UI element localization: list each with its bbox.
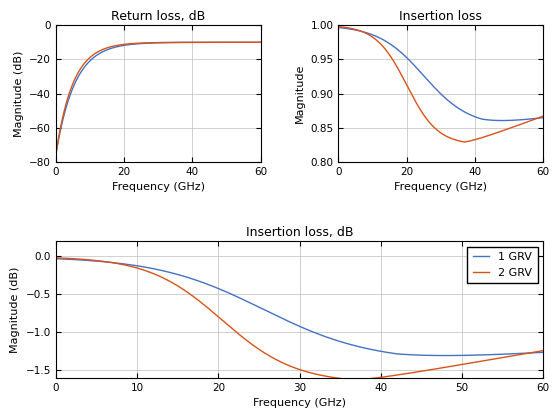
Line: 1 GRV: 1 GRV: [56, 259, 543, 356]
2 GRV: [473, 360, 479, 365]
2 GRV: [53, 255, 59, 260]
2 GRV: [82, 257, 89, 262]
1 GRV: [348, 342, 355, 347]
Line: 2 GRV: 2 GRV: [56, 258, 543, 380]
1 GRV: [442, 353, 449, 358]
1 GRV: [473, 352, 479, 357]
1 GRV: [335, 339, 342, 344]
1 GRV: [422, 353, 429, 358]
X-axis label: Frequency (GHz): Frequency (GHz): [253, 399, 346, 408]
Legend: 1 GRV, 2 GRV: 1 GRV, 2 GRV: [467, 247, 538, 284]
Title: Return loss, dB: Return loss, dB: [111, 10, 206, 23]
1 GRV: [53, 256, 59, 261]
1 GRV: [540, 350, 547, 355]
2 GRV: [353, 378, 360, 383]
2 GRV: [363, 376, 370, 381]
X-axis label: Frequency (GHz): Frequency (GHz): [394, 182, 487, 192]
Y-axis label: Magnitude: Magnitude: [295, 64, 305, 123]
X-axis label: Frequency (GHz): Frequency (GHz): [112, 182, 205, 192]
Y-axis label: Magnitude (dB): Magnitude (dB): [10, 266, 20, 353]
2 GRV: [335, 376, 342, 381]
Title: Insertion loss, dB: Insertion loss, dB: [246, 226, 353, 239]
Title: Insertion loss: Insertion loss: [399, 10, 482, 23]
1 GRV: [363, 346, 370, 351]
2 GRV: [348, 377, 355, 382]
1 GRV: [82, 258, 89, 263]
2 GRV: [540, 348, 547, 353]
Y-axis label: Magnitude (dB): Magnitude (dB): [13, 50, 24, 137]
2 GRV: [423, 368, 430, 373]
